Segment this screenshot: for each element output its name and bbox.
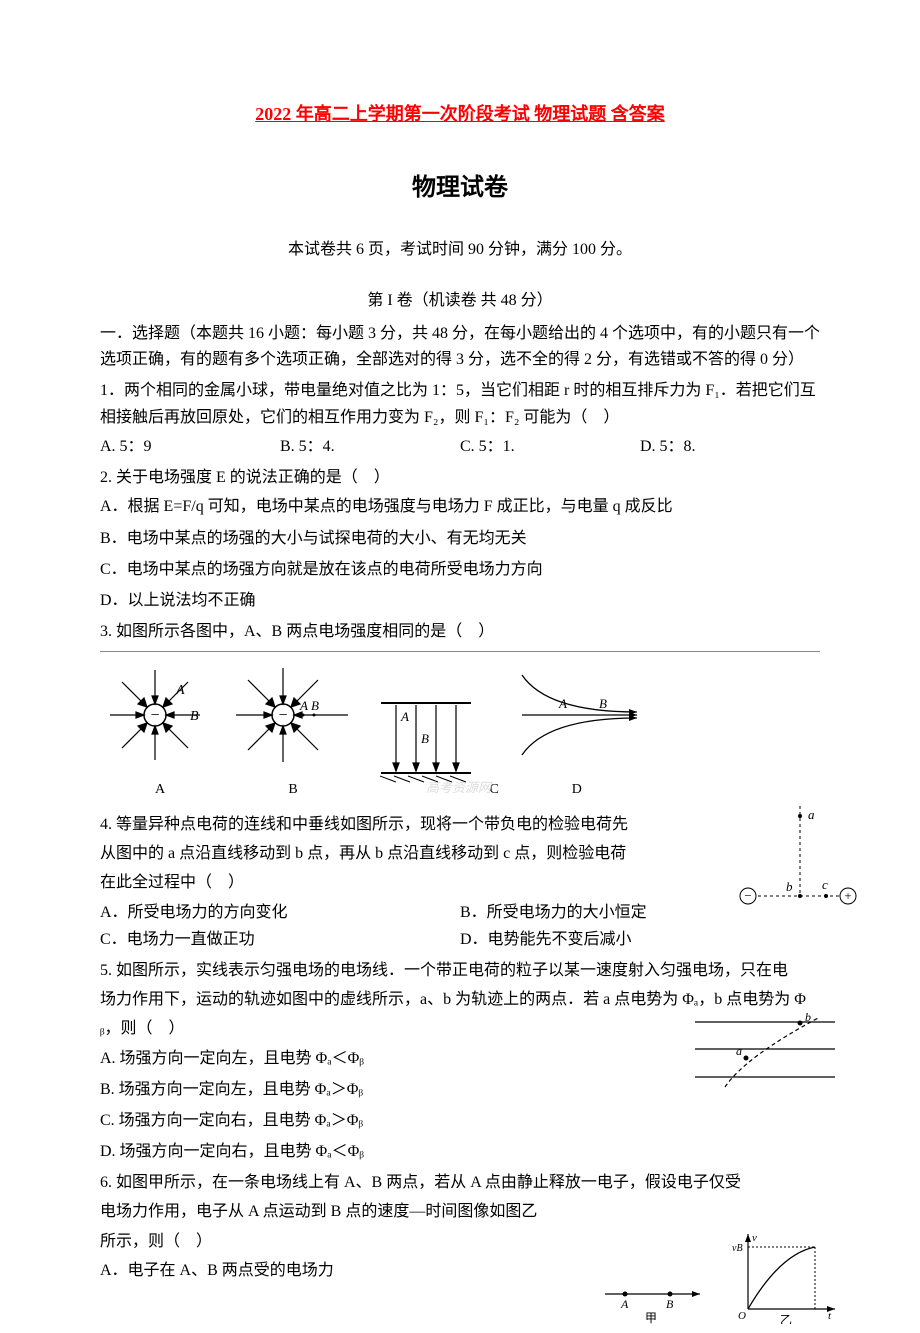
- q4-container: 4. 等量异种点电荷的连线和中垂线如图所示，现将一个带负电的检验电荷先 从图中的…: [100, 811, 820, 953]
- q4-b-label: b: [786, 879, 793, 894]
- q4-opt-c: C．电场力一直做正功: [100, 926, 460, 953]
- q2-opt-b: B．电场中某点的场强的大小与试探电荷的大小、有无均无关: [100, 525, 820, 552]
- q3-figure-row: − A B A −: [100, 651, 820, 801]
- q3-fig-d: A B D: [507, 660, 647, 801]
- document-title: 2022 年高二上学期第一次阶段考试 物理试题 含答案: [100, 100, 820, 129]
- svg-text:A: A: [175, 683, 185, 698]
- q6-fig-right: v vB O t 乙: [730, 1229, 840, 1333]
- section-title: 物理试卷: [100, 169, 820, 207]
- q4-plus-label: +: [844, 888, 851, 903]
- q1-opt-b: B. 5：4.: [280, 433, 460, 460]
- q4-line1: 4. 等量异种点电荷的连线和中垂线如图所示，现将一个带负电的检验电荷先: [100, 811, 820, 838]
- uniform-field-plates-icon: A B: [366, 683, 486, 793]
- q4-line2: 从图中的 a 点沿直线移动到 b 点，再从 b 点沿直线移动到 c 点，则检验电…: [100, 840, 820, 867]
- q4-figure: − + a b c: [730, 801, 860, 930]
- q6-B-label: B: [666, 1297, 674, 1311]
- svg-text:B: B: [190, 709, 199, 724]
- q4-c-label: c: [822, 877, 828, 892]
- q5-a-label: a: [736, 1044, 742, 1058]
- q4-a-label: a: [808, 807, 815, 822]
- part-header: 第 I 卷（机读卷 共 48 分）: [100, 288, 820, 314]
- q6-A-label: A: [620, 1297, 629, 1311]
- q3-label-b: B: [228, 779, 358, 801]
- q3-fig-c: A B C 高考资源网: [366, 683, 499, 801]
- q6-t-label: t: [828, 1310, 832, 1322]
- svg-text:−: −: [150, 707, 159, 724]
- q6-line2: 电场力作用，电子从 A 点运动到 B 点的速度—时间图像如图乙: [100, 1198, 820, 1225]
- q4-minus-label: −: [744, 888, 751, 903]
- q1-text: 1．两个相同的金属小球，带电量绝对值之比为 1：5，当它们相距 r 时的相互排斥…: [100, 377, 820, 431]
- q4-opt-a: A．所受电场力的方向变化: [100, 899, 460, 926]
- q6-v-label: v: [752, 1232, 757, 1244]
- svg-text:A: A: [558, 696, 567, 711]
- svg-text:−: −: [278, 707, 287, 724]
- svg-text:B: B: [311, 698, 319, 713]
- q1-opt-d: D. 5：8.: [640, 433, 820, 460]
- q4-opt-d: D．电势能先不变后减小: [460, 926, 820, 953]
- q2-opt-a: A．根据 E=F/q 可知，电场中某点的电场强度与电场力 F 成正比，与电量 q…: [100, 493, 820, 520]
- field-line-ab-icon: A B 甲: [600, 1274, 710, 1324]
- q5-line1: 5. 如图所示，实线表示匀强电场的电场线．一个带正电荷的粒子以某一速度射入匀强电…: [100, 957, 820, 984]
- q1-opt-c: C. 5：1.: [460, 433, 640, 460]
- q6-caption-2: 乙: [780, 1313, 792, 1324]
- q3-fig-b: − A B B: [228, 660, 358, 801]
- negative-charge-radial-icon: − A B: [100, 660, 220, 770]
- q6-fig-left: A B 甲: [600, 1274, 710, 1333]
- dipole-perpendicular-icon: − + a b c: [730, 801, 860, 921]
- q2-opt-d: D．以上说法均不正确: [100, 587, 820, 614]
- velocity-time-graph-icon: v vB O t 乙: [730, 1229, 840, 1324]
- q5-b-label: b: [805, 1010, 811, 1024]
- curved-field-lines-icon: A B: [507, 660, 647, 770]
- q5-figure: a b: [690, 1007, 840, 1101]
- q6-container: 6. 如图甲所示，在一条电场线上有 A、B 两点，若从 A 点由静止释放一电子，…: [100, 1169, 820, 1284]
- section-instructions: 一．选择题（本题共 16 小题：每小题 3 分，共 48 分，在每小题给出的 4…: [100, 321, 820, 372]
- negative-charge-radial-b-icon: − A B: [228, 660, 358, 770]
- svg-text:A: A: [299, 698, 308, 713]
- q4-line3: 在此全过程中（ ）: [100, 869, 820, 896]
- q6-figure: A B 甲 v vB O t 乙: [600, 1229, 840, 1333]
- svg-text:A: A: [400, 709, 409, 724]
- uniform-field-trajectory-icon: a b: [690, 1007, 840, 1092]
- q3-text: 3. 如图所示各图中，A、B 两点电场强度相同的是（ ）: [100, 618, 820, 645]
- q3-label-d: D: [507, 779, 647, 801]
- q3-label-c: C: [490, 779, 499, 801]
- q1-options: A. 5：9 B. 5：4. C. 5：1. D. 5：8.: [100, 433, 820, 460]
- q6-vB-label: vB: [732, 1243, 743, 1254]
- q6-caption-1: 甲: [645, 1311, 657, 1324]
- q1-opt-a: A. 5：9: [100, 433, 280, 460]
- svg-text:B: B: [599, 696, 607, 711]
- svg-text:B: B: [421, 731, 429, 746]
- q2-text: 2. 关于电场强度 E 的说法正确的是（ ）: [100, 464, 820, 491]
- q5-opt-d: D. 场强方向一定向右，且电势 Φₐ＜Φᵦ: [100, 1138, 820, 1165]
- q6-O-label: O: [738, 1310, 746, 1322]
- q6-line1: 6. 如图甲所示，在一条电场线上有 A、B 两点，若从 A 点由静止释放一电子，…: [100, 1169, 820, 1196]
- q3-fig-a: − A B A: [100, 660, 220, 801]
- q5-container: 5. 如图所示，实线表示匀强电场的电场线．一个带正电荷的粒子以某一速度射入匀强电…: [100, 957, 820, 1165]
- exam-info: 本试卷共 6 页，考试时间 90 分钟，满分 100 分。: [100, 237, 820, 263]
- q3-label-a: A: [100, 779, 220, 801]
- q5-opt-c: C. 场强方向一定向右，且电势 Φₐ＞Φᵦ: [100, 1107, 820, 1134]
- q2-opt-c: C．电场中某点的场强方向就是放在该点的电荷所受电场力方向: [100, 556, 820, 583]
- q4-options: A．所受电场力的方向变化 B．所受电场力的大小恒定 C．电场力一直做正功 D．电…: [100, 899, 820, 953]
